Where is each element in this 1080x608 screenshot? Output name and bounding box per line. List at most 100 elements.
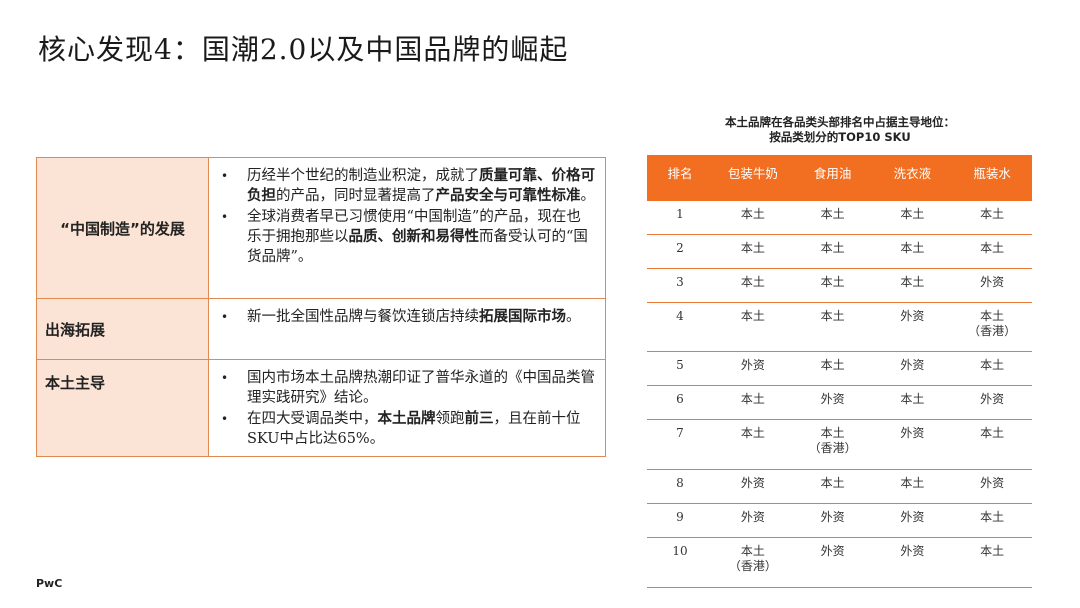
sku-origin-cell: 本土 [713,207,793,234]
sku-cell-line: 9 [676,510,684,524]
bullet-text: 新一批全国性品牌与餐饮连锁店持续拓展国际市场。 [247,307,581,327]
finding-label-text: “中国制造”的发展 [60,219,185,238]
sku-cell-line: 本土 [900,275,925,289]
text-phrase: 新一批全国性品牌与餐饮连锁店持续 [247,309,479,325]
sku-cell-line: 本土 [980,241,1005,255]
sku-rank-cell: 9 [647,510,713,537]
sku-origin-cell: 本土 [713,309,793,351]
finding-body: • 历经半个世纪的制造业积淀，成就了质量可靠、价格可负担的产品，同时显著提高了产品… [209,158,605,298]
sku-origin-cell: 本土 [952,426,1032,469]
sku-row: 8 外资 本土 本土 外资 [647,470,1032,504]
sku-origin-cell: 本土 [873,392,953,419]
sku-cell-line: 本土 [900,392,925,406]
text-phrase: ，且在前十位SKU中占比达65%。 [247,411,581,447]
sku-origin-cell: 外资 [793,510,873,537]
sku-cell-line: 外资 [900,544,925,558]
sku-cell-line: 本土 [820,207,845,221]
bold-phrase: 产品安全与可靠性标准 [435,188,581,204]
text-phrase: 国内市场本土品牌热潮印证了普华永道的《中国品类管理实践研究》结论。 [247,370,595,406]
sku-cell-line: 10 [672,544,688,558]
sku-row: 6 本土 外资 本土 外资 [647,386,1032,420]
text-phrase: 。 [580,188,596,204]
sku-cell-line: 本土 [900,207,925,221]
sku-cell-line: 外资 [980,275,1005,289]
page-title: 核心发现4：国潮2.0以及中国品牌的崛起 [38,33,569,66]
bold-phrase: 本土品牌 [377,411,436,427]
sku-cell-line: 本土 [900,241,925,255]
sku-row: 2 本土 本土 本土 本土 [647,235,1032,269]
sku-cell-line: 本土 [740,309,765,323]
brand-footer: PwC [36,577,63,590]
sku-origin-cell: 外资 [873,544,953,587]
sku-cell-line: 外资 [820,544,845,558]
bullet-item: • 在四大受调品类中，本土品牌领跑前三，且在前十位SKU中占比达65%。 [219,409,595,449]
text-phrase: 历经半个世纪的制造业积淀，成就了 [247,168,479,184]
sku-cell-line: 外资 [740,510,765,524]
sku-table: 排名 包装牛奶 食用油 洗衣液 瓶装水 1 本土 本土 本土 本土 2 本土 本土 本土 本土 3 本… [647,155,1032,588]
bold-phrase: 品质、创新和易得性 [348,229,480,245]
sku-cell-line: 本土 [980,426,1005,440]
text-phrase: 而备受认可的“国货品牌”。 [247,229,588,265]
sku-cell-line: 3 [676,275,684,289]
sku-row: 10 本土 （香港） 外资 外资 本土 [647,538,1032,588]
sku-origin-cell: 本土 [952,358,1032,385]
sku-cell-line: 本土 [980,207,1005,221]
sku-cell-line: 本土 [980,358,1005,372]
sku-header-water: 瓶装水 [973,166,1011,181]
sku-origin-cell: 外资 [713,510,793,537]
bullet-text: 在四大受调品类中，本土品牌领跑前三，且在前十位SKU中占比达65%。 [247,409,595,449]
sku-origin-cell: 外资 [873,358,953,385]
text-phrase: 全球消费者早已习惯使用“中国制造”的产品，现在也乐于拥抱那些以 [247,209,581,245]
bullet-icon: • [221,210,229,224]
sku-table-title: 本土品牌在各品类头部排名中占据主导地位： 按品类划分的TOP10 SKU [645,115,1035,145]
bullet-text: 历经半个世纪的制造业积淀，成就了质量可靠、价格可负担的产品，同时显著提高了产品安… [247,166,595,206]
bold-phrase: 质量可靠、价格可负担 [247,168,595,204]
overseas-expansion-label: 出海拓展 [37,299,209,359]
sku-cell-line: 7 [676,426,684,440]
sku-origin-cell: 本土 （香港） [713,544,793,587]
sku-cell-line: 8 [676,476,684,490]
sku-cell-line: 外资 [900,358,925,372]
sku-origin-cell: 本土 [952,544,1032,587]
sku-origin-cell: 本土 [793,309,873,351]
sku-rank-cell: 3 [647,275,713,302]
sku-origin-cell: 本土 [793,207,873,234]
sku-origin-cell: 本土 [793,275,873,302]
sku-cell-line: 外资 [980,476,1005,490]
sku-row: 1 本土 本土 本土 本土 [647,201,1032,235]
finding-body: • 国内市场本土品牌热潮印证了普华永道的《中国品类管理实践研究》结论。 • 在四大受调… [209,360,605,456]
sku-row: 9 外资 外资 外资 本土 [647,504,1032,538]
finding-row: 出海拓展 • 新一批全国性品牌与餐饮连锁店持续拓展国际市场。 [37,299,605,360]
sku-cell-line: 本土 [740,207,765,221]
sku-origin-cell: 本土 [713,426,793,469]
sku-cell-line: 本土 [740,426,765,440]
sku-rank-cell: 8 [647,476,713,503]
sku-origin-cell: 外资 [713,358,793,385]
sku-header-rank: 排名 [667,166,693,181]
sku-cell-line: 本土 [820,309,845,323]
text-phrase: 领跑 [435,411,465,427]
sku-cell-line: 外资 [900,510,925,524]
sku-cell-line: 本土 [980,510,1005,524]
sku-origin-cell: 本土 [873,241,953,268]
sku-cell-line: 外资 [980,392,1005,406]
sku-cell-line: 本土 [740,544,765,558]
sku-cell-line: 5 [676,358,684,372]
local-dominance-label: 本土主导 [37,360,209,456]
sku-origin-cell: 外资 [793,544,873,587]
sku-cell-line: 6 [676,392,684,406]
sku-cell-line: 本土 [980,544,1005,558]
sku-table-title-line2: 按品类划分的TOP10 SKU [769,130,911,144]
sku-row: 7 本土 本土 （香港） 外资 本土 [647,420,1032,470]
bold-phrase: 拓展国际市场 [479,309,566,325]
text-phrase: 的产品，同时显著提高了 [276,188,436,204]
sku-cell-line: 本土 [900,476,925,490]
sku-row: 5 外资 本土 外资 本土 [647,352,1032,386]
sku-origin-cell: 本土 [713,241,793,268]
sku-cell-line: 外资 [900,426,925,440]
sku-cell-line: 本土 [820,241,845,255]
bullet-item: • 新一批全国性品牌与餐饮连锁店持续拓展国际市场。 [219,307,595,327]
sku-origin-cell: 本土 [952,241,1032,268]
sku-origin-cell: 本土 [873,275,953,302]
sku-table-body: 1 本土 本土 本土 本土 2 本土 本土 本土 本土 3 本土 本土 本土 外资 4 本土 本土 外资 本土 （香港）… [647,201,1032,588]
